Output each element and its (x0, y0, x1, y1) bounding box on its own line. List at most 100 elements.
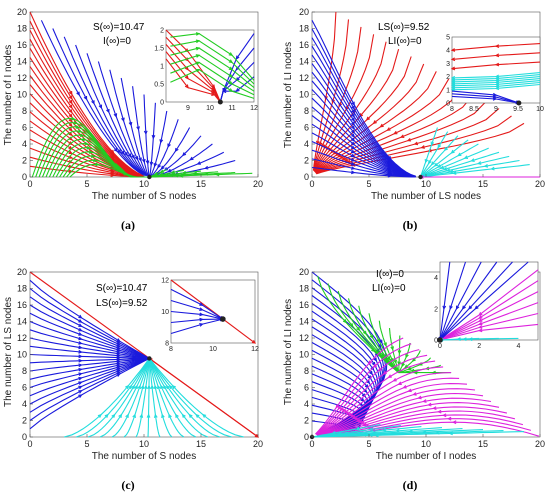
panel-d-ytick-label: 6 (304, 383, 309, 393)
panel-c-blue-trajectory (29, 358, 150, 430)
panel-c-inset-ytick-label: 12 (161, 278, 169, 285)
panel-b-inset-xtick-label: 9.5 (513, 106, 523, 113)
panel-c-cyan-trajectory-arrow (157, 384, 161, 390)
panel-d-green-trajectory-arrow (349, 323, 354, 328)
panel-d-green-trajectory-arrow (386, 356, 391, 361)
panel-a-blue-trajectory (132, 86, 150, 177)
panel-a-blue-trajectory (52, 28, 145, 176)
panel-a-inset-red-trajectory-arrow (184, 66, 189, 71)
panel-c-blue-trajectory (29, 320, 150, 360)
panel-c-cyan-trajectory-arrow (118, 413, 123, 418)
panel-b-red-trajectory-arrow (341, 156, 347, 161)
panel-b-inset-frame (451, 36, 541, 104)
panel-b-red-trajectory (315, 115, 512, 175)
panel-b-blue-trajectory-arrow (350, 166, 356, 170)
panel-d-magenta-trajectory-arrow (350, 414, 355, 418)
panel-c-cyan-trajectory-arrow (137, 384, 141, 390)
panel-c-cyan-trajectory-arrow (150, 384, 155, 389)
panel-a-blue-trajectory (120, 77, 149, 177)
panel-b-cyan-trajectory-arrow (490, 166, 495, 171)
panel-b-cyan-trajectory-arrow (430, 141, 435, 147)
panel-b-ytick-label: 0 (304, 172, 309, 182)
panel-c-cyan-trajectory (147, 358, 150, 438)
panel-c: 0 5 10 15 20 0 2 4 6 8 10 12 14 16 18 20 The number of … (3, 267, 263, 492)
panel-c-cyan-trajectory-arrow (146, 413, 151, 418)
panel-c-ytick-label: 6 (22, 383, 27, 393)
panel-d-ylabel: The number of LI nodes (283, 299, 294, 405)
panel-a-inset-xtick-label: 11 (228, 105, 235, 112)
panel-a-blue-trajectory-arrow (113, 147, 118, 153)
panel-d-inset-frame (439, 261, 539, 341)
panel-a-blue-trajectory (150, 119, 179, 177)
panel-d-magenta-trajectory-arrow (412, 392, 417, 396)
panel-c-cyan-trajectory (148, 358, 232, 438)
panel-c-inset: 8 10 12 8 10 12 (161, 278, 259, 354)
panel-b-blue-trajectory-arrow (350, 153, 356, 158)
panel-d-green-trajectory (388, 328, 400, 373)
panel-d-magenta-trajectory-arrow (339, 407, 344, 412)
panel-a-inset-red-trajectory-arrow (184, 84, 189, 89)
panel-b-inset-red-trajectory-arrow (450, 48, 456, 52)
panel-b-cyan-trajectory-arrow (452, 171, 457, 175)
panel-b-inset-red-trajectory-arrow (450, 57, 456, 62)
panel-d-magenta-trajectory-arrow (372, 363, 377, 368)
panel-a-blue-trajectory (143, 94, 150, 177)
panel-a-blue-trajectory-arrow (153, 162, 158, 168)
panel-c-ytick-label: 4 (22, 399, 27, 409)
panel-b-xlabel: The number of LS nodes (371, 191, 481, 202)
panel-c-ytick-label: 14 (17, 317, 27, 327)
panel-a-red-trajectory-arrow (68, 113, 73, 118)
panel-a-red-trajectory (29, 165, 144, 178)
panel-d-green-trajectory-arrow (397, 350, 402, 355)
panel-d-inset-magenta-trajectory-arrow (478, 315, 483, 319)
panel-c-annotation-ls: LS(∞)=9.52 (96, 298, 148, 309)
panel-b-cyan-trajectory-arrow (445, 168, 451, 173)
panel-c-label: (c) (121, 478, 134, 492)
panel-c-inset-red-trajectory-arrow (251, 339, 257, 344)
panel-a-inset-green-trajectory-arrow (195, 39, 201, 44)
panel-d-inset-xtick-label: 0 (438, 343, 442, 350)
panel-b-inset-xtick-label: 10 (536, 106, 544, 113)
panel-c-blue-trajectory-arrow (78, 327, 83, 332)
panel-d-label: (d) (403, 478, 418, 492)
panel-a-green-trajectory-arrow (93, 158, 98, 163)
panel-d-annotation-i: I(∞)=0 (376, 269, 404, 280)
panel-a-blue-trajectory (75, 44, 147, 176)
panel-c-cyan-trajectory-arrow (195, 413, 200, 418)
panel-d-magenta-trajectory-arrow (356, 418, 361, 422)
panel-a-blue-trajectory (151, 135, 202, 178)
panel-d-magenta-trajectory-arrow (352, 415, 357, 420)
panel-d-magenta-trajectory-arrow (437, 409, 442, 414)
panel-a-blue-trajectory-arrow (113, 113, 118, 118)
panel-c-blue-trajectory-arrow (116, 373, 121, 377)
panel-b-inset-xtick-label: 8 (450, 106, 454, 113)
panel-a-inset-ytick-label: 1 (160, 64, 164, 71)
panel-b-red-trajectory-arrow (365, 116, 370, 121)
panel-a-red-trajectory-arrow (110, 173, 115, 178)
panel-b-inset-ytick-label: 2 (446, 74, 450, 81)
panel-c-blue-trajectory-arrow (78, 390, 83, 394)
panel-a-blue-trajectory-arrow (143, 130, 148, 136)
panel-a-blue-trajectory-arrow (76, 91, 80, 97)
panel-d-green-trajectory (398, 342, 411, 373)
panel-a-xtick-label: 10 (139, 179, 149, 189)
panel-d-green-trajectory-arrow (342, 319, 347, 324)
panel-a-blue-trajectory (86, 53, 147, 177)
panel-b-blue-trajectory-arrow (351, 129, 356, 134)
panel-a-green-trajectory-arrow (77, 129, 83, 134)
panel-a-blue-trajectory-arrow (106, 108, 110, 114)
panel-c-cyan-trajectory (148, 358, 220, 438)
panel-c-blue-trajectory (29, 337, 150, 360)
panel-d-cyan-trajectory-arrow (355, 426, 360, 431)
panel-b-blue-trajectory-arrow (351, 113, 355, 118)
panel-b-inset-blue-trajectory-arrow (492, 97, 498, 101)
panel-b-red-trajectory-arrow (420, 145, 425, 149)
panel-a-label: (a) (121, 218, 135, 232)
panel-c-cyan-trajectory (148, 358, 244, 438)
panel-d-magenta-trajectory-arrow (387, 374, 392, 379)
panel-a-green-trajectory-arrow (123, 172, 129, 176)
panel-a-blue-trajectory-arrow (167, 143, 171, 148)
panel-b-cyan-trajectory (420, 151, 500, 178)
panel-d-ytick-label: 2 (304, 416, 309, 426)
